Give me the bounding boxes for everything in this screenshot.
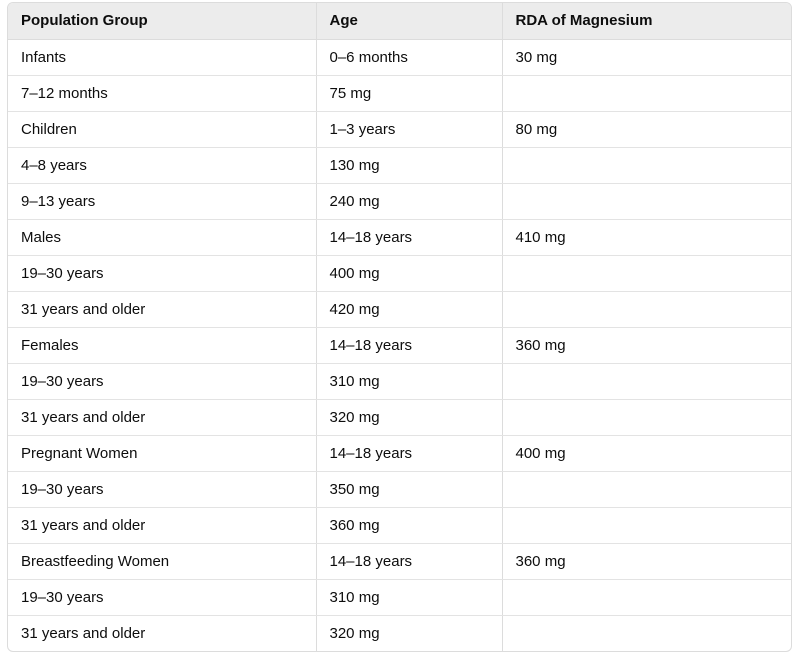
age-cell: 420 mg: [316, 291, 503, 328]
rda-cell: [502, 615, 791, 651]
age-cell: 360 mg: [316, 507, 503, 544]
population-group-cell: Infants: [8, 39, 317, 76]
population-group-cell: 31 years and older: [8, 507, 317, 544]
rda-cell: 410 mg: [502, 219, 791, 256]
age-cell: 75 mg: [316, 75, 503, 112]
table-row: 4–8 years 130 mg: [8, 147, 791, 184]
table-row: 7–12 months 75 mg: [8, 75, 791, 112]
table-row: Infants 0–6 months 30 mg: [8, 39, 791, 76]
table-row: 9–13 years 240 mg: [8, 183, 791, 220]
population-group-cell: 9–13 years: [8, 183, 317, 220]
rda-cell: 360 mg: [502, 543, 791, 580]
table-row: 31 years and older 320 mg: [8, 615, 791, 651]
table-row: 31 years and older 320 mg: [8, 399, 791, 436]
table-row: 31 years and older 420 mg: [8, 291, 791, 328]
population-group-cell: Males: [8, 219, 317, 256]
rda-cell: [502, 363, 791, 400]
table-header: Population Group Age RDA of Magnesium: [8, 3, 791, 40]
population-group-cell: 7–12 months: [8, 75, 317, 112]
population-group-cell: Breastfeeding Women: [8, 543, 317, 580]
table-row: 19–30 years 310 mg: [8, 363, 791, 400]
rda-cell: [502, 183, 791, 220]
rda-cell: 400 mg: [502, 435, 791, 472]
rda-cell: [502, 399, 791, 436]
population-group-cell: 19–30 years: [8, 363, 317, 400]
age-cell: 400 mg: [316, 255, 503, 292]
header-population-group: Population Group: [8, 3, 317, 40]
table-row: 31 years and older 360 mg: [8, 507, 791, 544]
rda-cell: 360 mg: [502, 327, 791, 364]
age-cell: 14–18 years: [316, 543, 503, 580]
age-cell: 320 mg: [316, 399, 503, 436]
rda-cell: [502, 291, 791, 328]
age-cell: 130 mg: [316, 147, 503, 184]
age-cell: 1–3 years: [316, 111, 503, 148]
table-row: Males 14–18 years 410 mg: [8, 219, 791, 256]
rda-cell: 80 mg: [502, 111, 791, 148]
population-group-cell: Females: [8, 327, 317, 364]
table-row: 19–30 years 400 mg: [8, 255, 791, 292]
population-group-cell: 19–30 years: [8, 579, 317, 616]
rda-cell: [502, 255, 791, 292]
header-age: Age: [316, 3, 503, 40]
rda-cell: [502, 147, 791, 184]
table-row: 19–30 years 350 mg: [8, 471, 791, 508]
rda-cell: 30 mg: [502, 39, 791, 76]
population-group-cell: 31 years and older: [8, 399, 317, 436]
age-cell: 240 mg: [316, 183, 503, 220]
age-cell: 320 mg: [316, 615, 503, 651]
age-cell: 14–18 years: [316, 219, 503, 256]
rda-cell: [502, 471, 791, 508]
rda-cell: [502, 507, 791, 544]
age-cell: 310 mg: [316, 579, 503, 616]
table-row: Breastfeeding Women 14–18 years 360 mg: [8, 543, 791, 580]
population-group-cell: Children: [8, 111, 317, 148]
rda-cell: [502, 579, 791, 616]
table-row: Females 14–18 years 360 mg: [8, 327, 791, 364]
population-group-cell: 31 years and older: [8, 615, 317, 651]
population-group-cell: 31 years and older: [8, 291, 317, 328]
age-cell: 350 mg: [316, 471, 503, 508]
header-rda-of-magnesium: RDA of Magnesium: [502, 3, 791, 40]
magnesium-rda-table: Population Group Age RDA of Magnesium In…: [8, 3, 791, 651]
table-row: Children 1–3 years 80 mg: [8, 111, 791, 148]
population-group-cell: Pregnant Women: [8, 435, 317, 472]
table-row: 19–30 years 310 mg: [8, 579, 791, 616]
rda-cell: [502, 75, 791, 112]
table-body: Infants 0–6 months 30 mg 7–12 months 75 mg Ch…: [8, 39, 791, 651]
population-group-cell: 19–30 years: [8, 255, 317, 292]
age-cell: 14–18 years: [316, 327, 503, 364]
age-cell: 310 mg: [316, 363, 503, 400]
table-row: Pregnant Women 14–18 years 400 mg: [8, 435, 791, 472]
age-cell: 0–6 months: [316, 39, 503, 76]
header-row: Population Group Age RDA of Magnesium: [8, 3, 791, 40]
population-group-cell: 4–8 years: [8, 147, 317, 184]
age-cell: 14–18 years: [316, 435, 503, 472]
population-group-cell: 19–30 years: [8, 471, 317, 508]
magnesium-rda-table-container: Population Group Age RDA of Magnesium In…: [7, 2, 792, 652]
